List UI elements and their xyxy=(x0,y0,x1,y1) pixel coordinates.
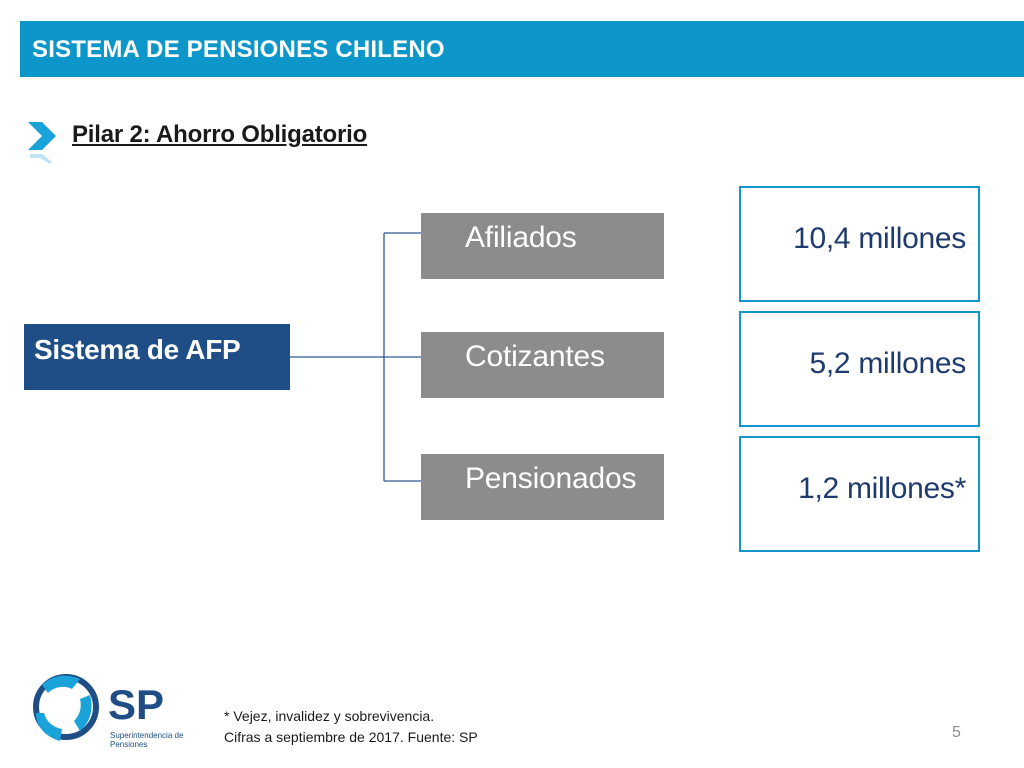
value-pensionados: 1,2 millones* xyxy=(739,436,980,552)
footnote-line-1: * Vejez, invalidez y sobrevivencia. xyxy=(224,708,435,724)
sp-logo: SP xyxy=(22,665,192,755)
logo-text: SP xyxy=(108,681,164,728)
chevron-right-icon xyxy=(26,122,58,168)
footnote: * Vejez, invalidez y sobrevivencia. Cifr… xyxy=(224,706,478,748)
header-bar xyxy=(20,21,1024,77)
category-afiliados: Afiliados xyxy=(421,213,664,279)
section-heading: Pilar 2: Ahorro Obligatorio xyxy=(72,121,368,148)
category-cotizantes: Cotizantes xyxy=(421,332,664,398)
value-afiliados: 10,4 millones xyxy=(739,186,980,302)
category-pensionados: Pensionados xyxy=(421,454,664,520)
slide-title: SISTEMA DE PENSIONES CHILENO xyxy=(32,36,445,63)
footnote-line-2: Cifras a septiembre de 2017. Fuente: SP xyxy=(224,729,478,745)
root-node-sistema-afp: Sistema de AFP xyxy=(24,324,290,390)
logo-caption: Superintendencia de Pensiones xyxy=(110,731,184,749)
value-cotizantes: 5,2 millones xyxy=(739,311,980,427)
page-number: 5 xyxy=(952,724,961,741)
